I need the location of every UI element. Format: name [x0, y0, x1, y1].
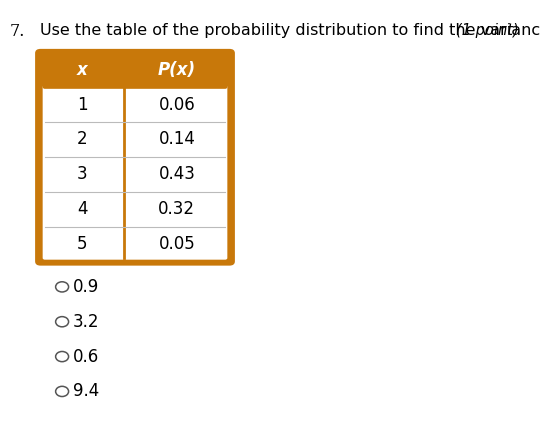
Text: x: x [77, 61, 87, 79]
FancyBboxPatch shape [43, 85, 227, 260]
Text: 0.06: 0.06 [158, 96, 195, 113]
Text: 0.32: 0.32 [158, 200, 195, 218]
Text: 4: 4 [77, 200, 87, 218]
Text: 3: 3 [77, 165, 87, 183]
FancyBboxPatch shape [35, 49, 235, 266]
Text: 3.2: 3.2 [73, 313, 99, 331]
Text: (1 point): (1 point) [456, 23, 519, 38]
Text: P(x): P(x) [158, 61, 196, 79]
Text: Use the table of the probability distribution to find the variance, σ².: Use the table of the probability distrib… [40, 23, 540, 38]
Text: 0.6: 0.6 [73, 348, 99, 366]
Text: 1: 1 [77, 96, 87, 113]
Text: 9.4: 9.4 [73, 382, 99, 400]
Text: 2: 2 [77, 130, 87, 148]
Text: 5: 5 [77, 235, 87, 253]
Text: 0.9: 0.9 [73, 278, 99, 296]
Text: 0.43: 0.43 [158, 165, 195, 183]
Text: 7.: 7. [10, 23, 25, 40]
Text: 0.05: 0.05 [158, 235, 195, 253]
FancyBboxPatch shape [43, 53, 227, 89]
Text: 0.14: 0.14 [158, 130, 195, 148]
